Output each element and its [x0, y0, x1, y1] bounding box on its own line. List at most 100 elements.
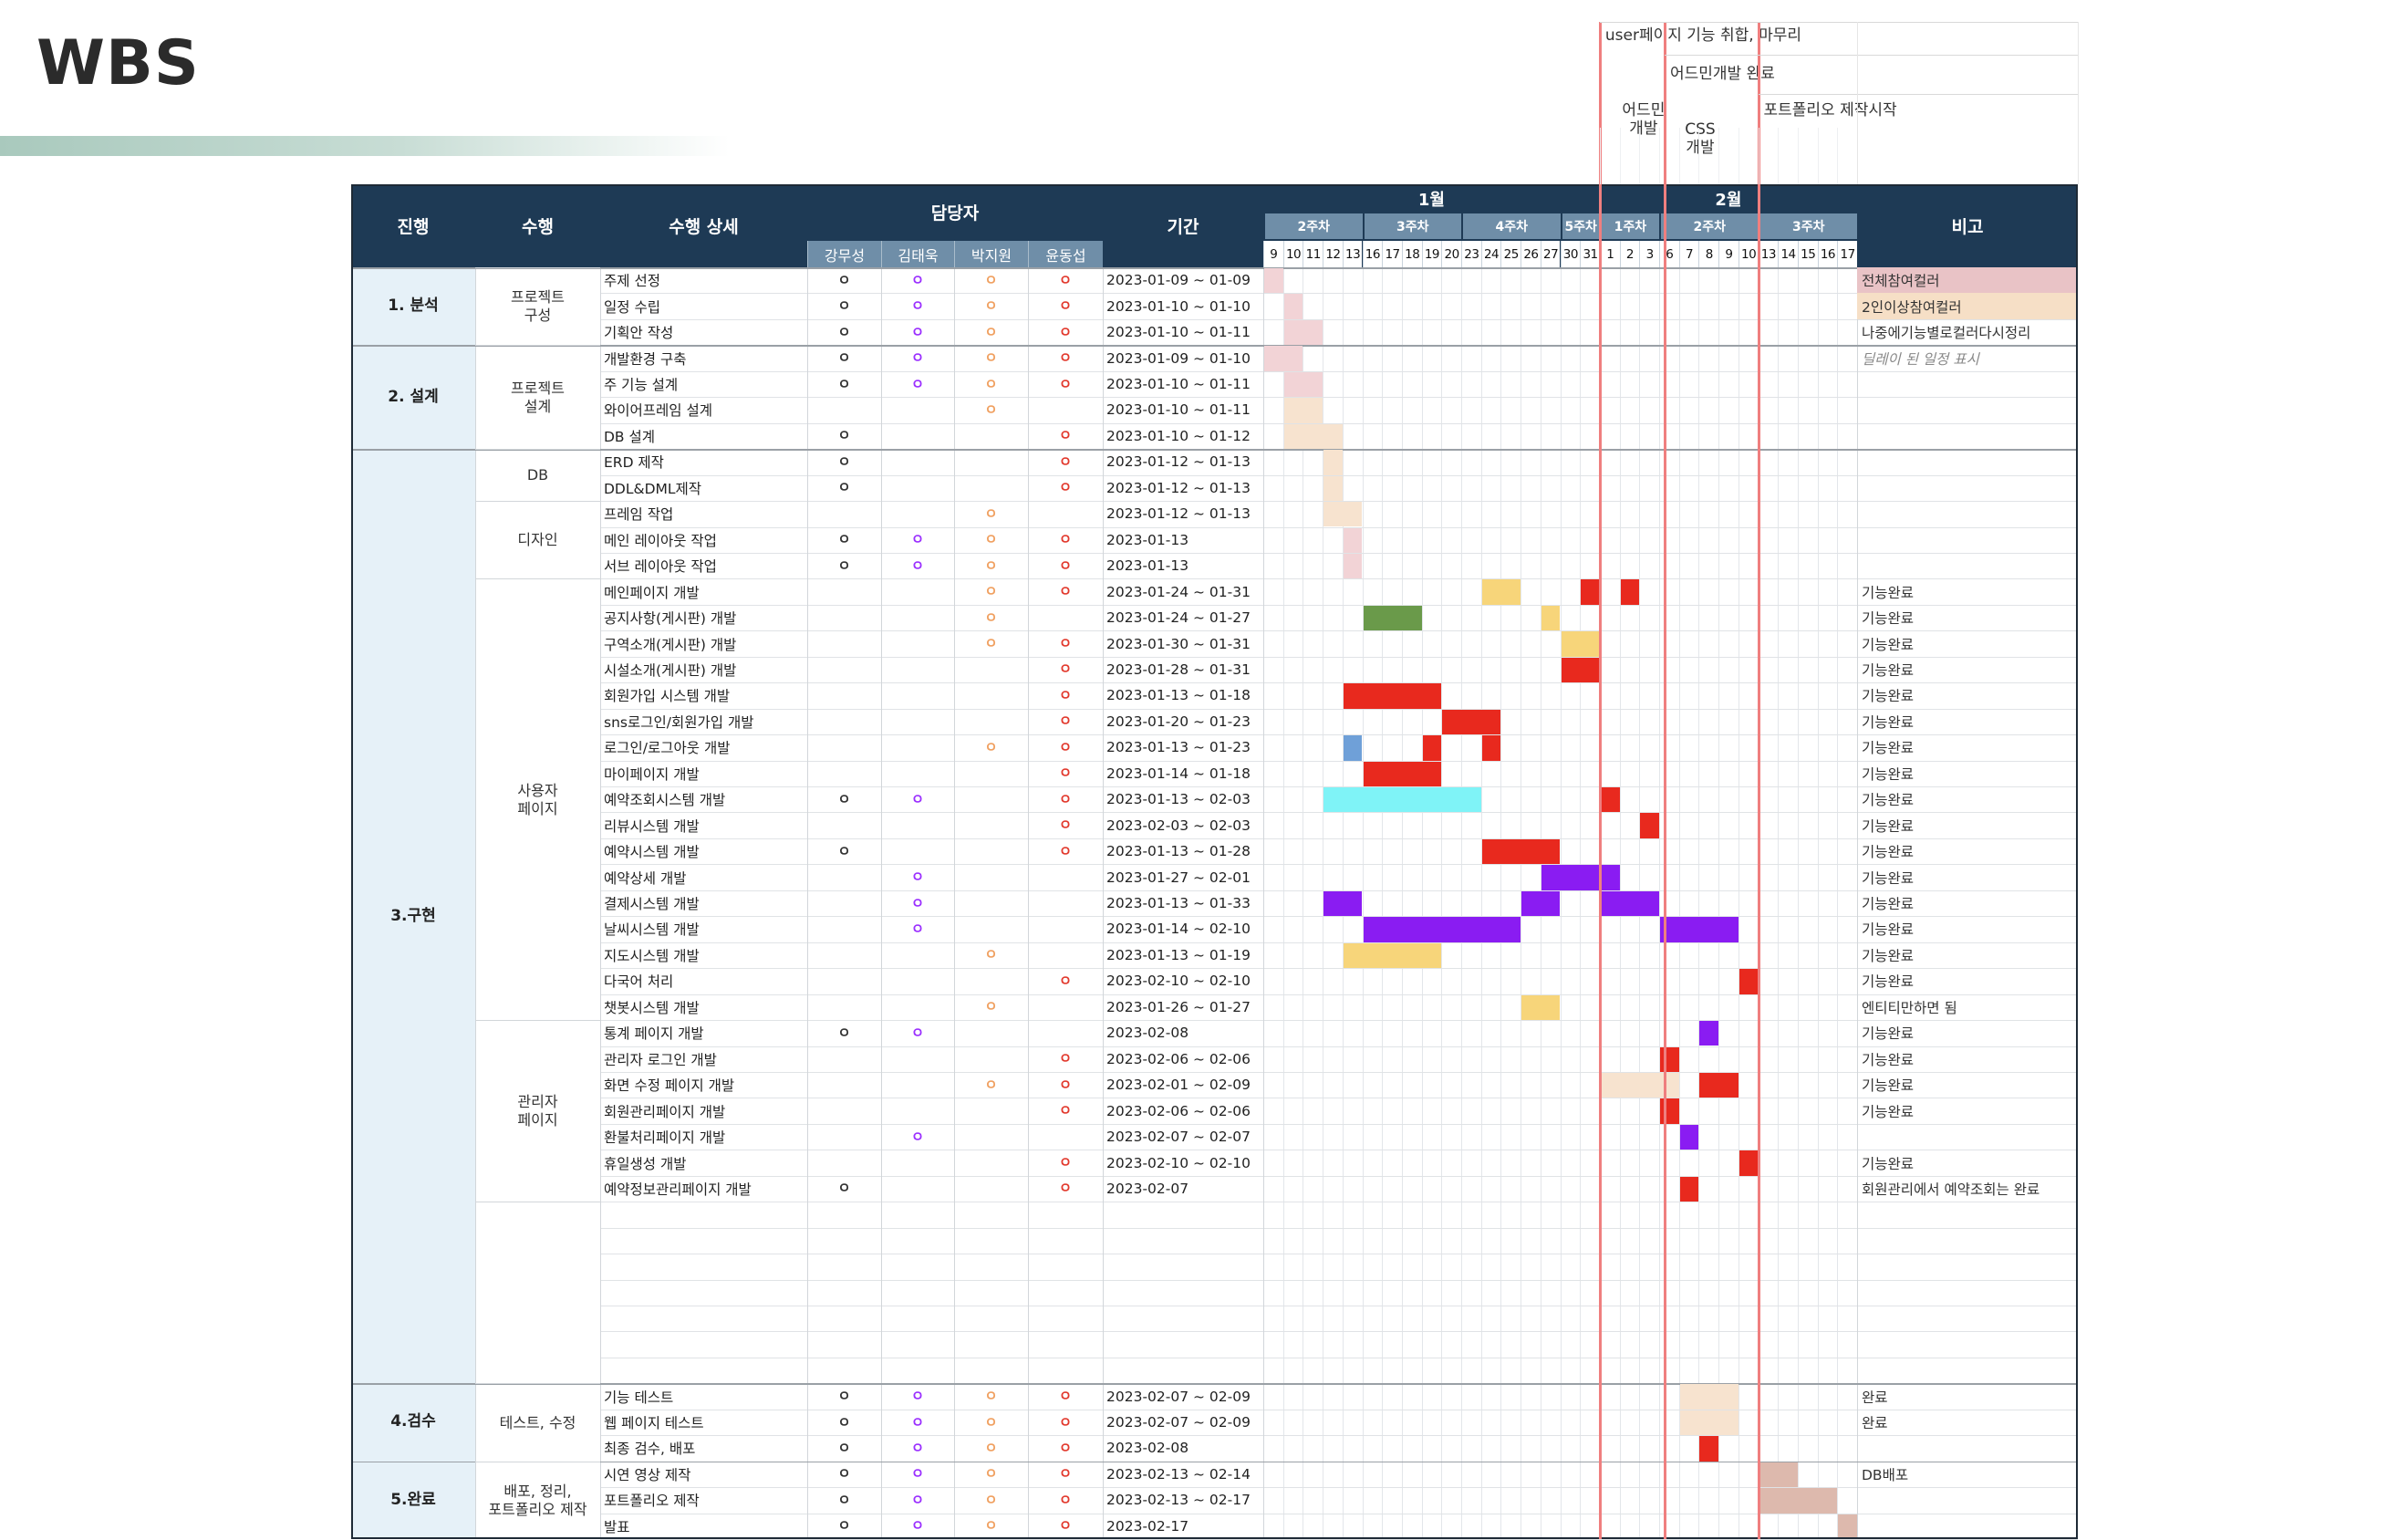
- owner-mark: ㅇ: [984, 401, 998, 418]
- row-gridline: [600, 318, 2078, 320]
- gantt-bar: [1343, 527, 1363, 553]
- task-period: 2023-01-13 ~ 02-03: [1106, 791, 1251, 808]
- task-note: 기능완료: [1862, 973, 1915, 991]
- phase-cell: 3.구현: [351, 449, 475, 1384]
- day-label: 17: [1382, 241, 1402, 267]
- task-note: 기능완료: [1862, 765, 1915, 783]
- day-gridline: [1421, 267, 1423, 1540]
- gantt-bar: [1600, 890, 1659, 917]
- task-note: 기능완료: [1862, 1025, 1915, 1043]
- column-gridline: [1857, 267, 1858, 1540]
- row-gridline: [600, 864, 2078, 866]
- task-detail: 메인페이지 개발: [604, 584, 700, 601]
- task-detail: 예약조회시스템 개발: [604, 792, 726, 809]
- gantt-bar: [1739, 1150, 1759, 1176]
- day-label: 2: [1619, 241, 1640, 267]
- task-note: 회원관리에서 예약조회는 완료: [1862, 1181, 2040, 1198]
- owner-mark: ㅇ: [1059, 1076, 1072, 1093]
- annot-guide: [1665, 55, 2078, 56]
- task-detail: 주 기능 설계: [604, 377, 679, 394]
- owner-mark: ㅇ: [984, 505, 998, 522]
- day-label: 19: [1421, 241, 1442, 267]
- task-note: 기능완료: [1862, 1051, 1915, 1068]
- row-gridline: [600, 526, 2078, 528]
- row-gridline: [600, 838, 2078, 839]
- day-gridline: [1797, 267, 1799, 1540]
- owner-mark: ㅇ: [911, 349, 924, 367]
- day-gridline: [1698, 267, 1700, 1540]
- task-group-cell: 관리자 페이지: [475, 1020, 600, 1202]
- day-gridline: [1778, 267, 1780, 1540]
- row-gridline: [600, 1123, 2078, 1125]
- owner-mark: ㅇ: [837, 531, 851, 548]
- task-period: 2023-01-13: [1106, 557, 1189, 575]
- day-label: 9: [1718, 241, 1739, 267]
- day-label: 31: [1580, 241, 1600, 267]
- day-label: 18: [1401, 241, 1422, 267]
- day-label: 16: [1817, 241, 1838, 267]
- day-label: 27: [1540, 241, 1561, 267]
- task-period: 2023-02-10 ~ 02-10: [1106, 973, 1251, 990]
- day-label: 26: [1521, 241, 1541, 267]
- task-period: 2023-01-10 ~ 01-11: [1106, 324, 1251, 341]
- column-gridline: [1103, 267, 1104, 1540]
- owner-mark: ㅇ: [1059, 713, 1072, 730]
- owner-mark: ㅇ: [837, 790, 851, 807]
- milestone-line: [1664, 22, 1666, 1540]
- gantt-bar: [1521, 890, 1561, 917]
- gantt-bar: [1283, 423, 1343, 450]
- gantt-bar: [1323, 890, 1363, 917]
- task-period: 2023-02-08: [1106, 1025, 1189, 1042]
- row-gridline: [600, 994, 2078, 995]
- task-detail: 와이어프레임 설계: [604, 402, 713, 420]
- gantt-bar: [1264, 268, 1283, 294]
- gantt-bar: [1541, 865, 1620, 890]
- task-note: 기능완료: [1862, 817, 1915, 835]
- column-gridline: [954, 267, 955, 1540]
- owner-mark: ㅇ: [837, 297, 851, 315]
- task-detail: 개발환경 구축: [604, 350, 687, 368]
- day-label: 8: [1698, 241, 1719, 267]
- task-detail: 지도시스템 개발: [604, 947, 700, 964]
- owner-mark: ㅇ: [1059, 427, 1072, 444]
- header-owner-name: 윤동섭: [1028, 241, 1103, 267]
- task-period: 2023-01-13 ~ 01-18: [1106, 687, 1251, 704]
- annot-grid: [1857, 22, 1858, 184]
- task-detail: 날씨시스템 개발: [604, 921, 700, 939]
- day-gridline: [1382, 267, 1384, 1540]
- week-label: 3주차: [1758, 213, 1857, 239]
- task-detail: 화면 수정 페이지 개발: [604, 1077, 735, 1095]
- task-detail: 일정 수립: [604, 298, 660, 316]
- owner-mark: ㅇ: [911, 869, 924, 886]
- owner-mark: ㅇ: [984, 271, 998, 288]
- milestone-line: [1598, 22, 1602, 1540]
- day-label: 20: [1441, 241, 1461, 267]
- owner-mark: ㅇ: [1059, 661, 1072, 678]
- task-period: 2023-01-14 ~ 01-18: [1106, 765, 1251, 782]
- owner-mark: ㅇ: [1059, 1180, 1072, 1197]
- task-note: 기능완료: [1862, 740, 1915, 757]
- day-gridline: [1580, 267, 1582, 1540]
- day-gridline: [1461, 267, 1462, 1540]
- gantt-bar: [1699, 1072, 1739, 1098]
- task-detail: 로그인/로그아웃 개발: [604, 740, 731, 757]
- annot-grid: [1639, 128, 1641, 184]
- row-gridline: [600, 1046, 2078, 1047]
- task-note: 기능완료: [1862, 584, 1915, 601]
- owner-mark: ㅇ: [1059, 765, 1072, 782]
- day-label: 13: [1342, 241, 1363, 267]
- day-label: 16: [1362, 241, 1383, 267]
- owner-mark: ㅇ: [984, 557, 998, 574]
- phase-cell: 1. 분석: [351, 267, 475, 346]
- owner-mark: ㅇ: [1059, 583, 1072, 600]
- owner-mark: ㅇ: [1059, 738, 1072, 755]
- day-label: 17: [1837, 241, 1857, 267]
- owner-mark: ㅇ: [1059, 1154, 1072, 1171]
- owner-mark: ㅇ: [1059, 842, 1072, 859]
- column-gridline: [1028, 267, 1029, 1540]
- task-detail: DDL&DML제작: [604, 480, 702, 497]
- row-gridline: [600, 942, 2078, 943]
- owner-mark: ㅇ: [1059, 531, 1072, 548]
- header-owner-name: 강무성: [807, 241, 881, 267]
- annot-grid: [1599, 128, 1601, 184]
